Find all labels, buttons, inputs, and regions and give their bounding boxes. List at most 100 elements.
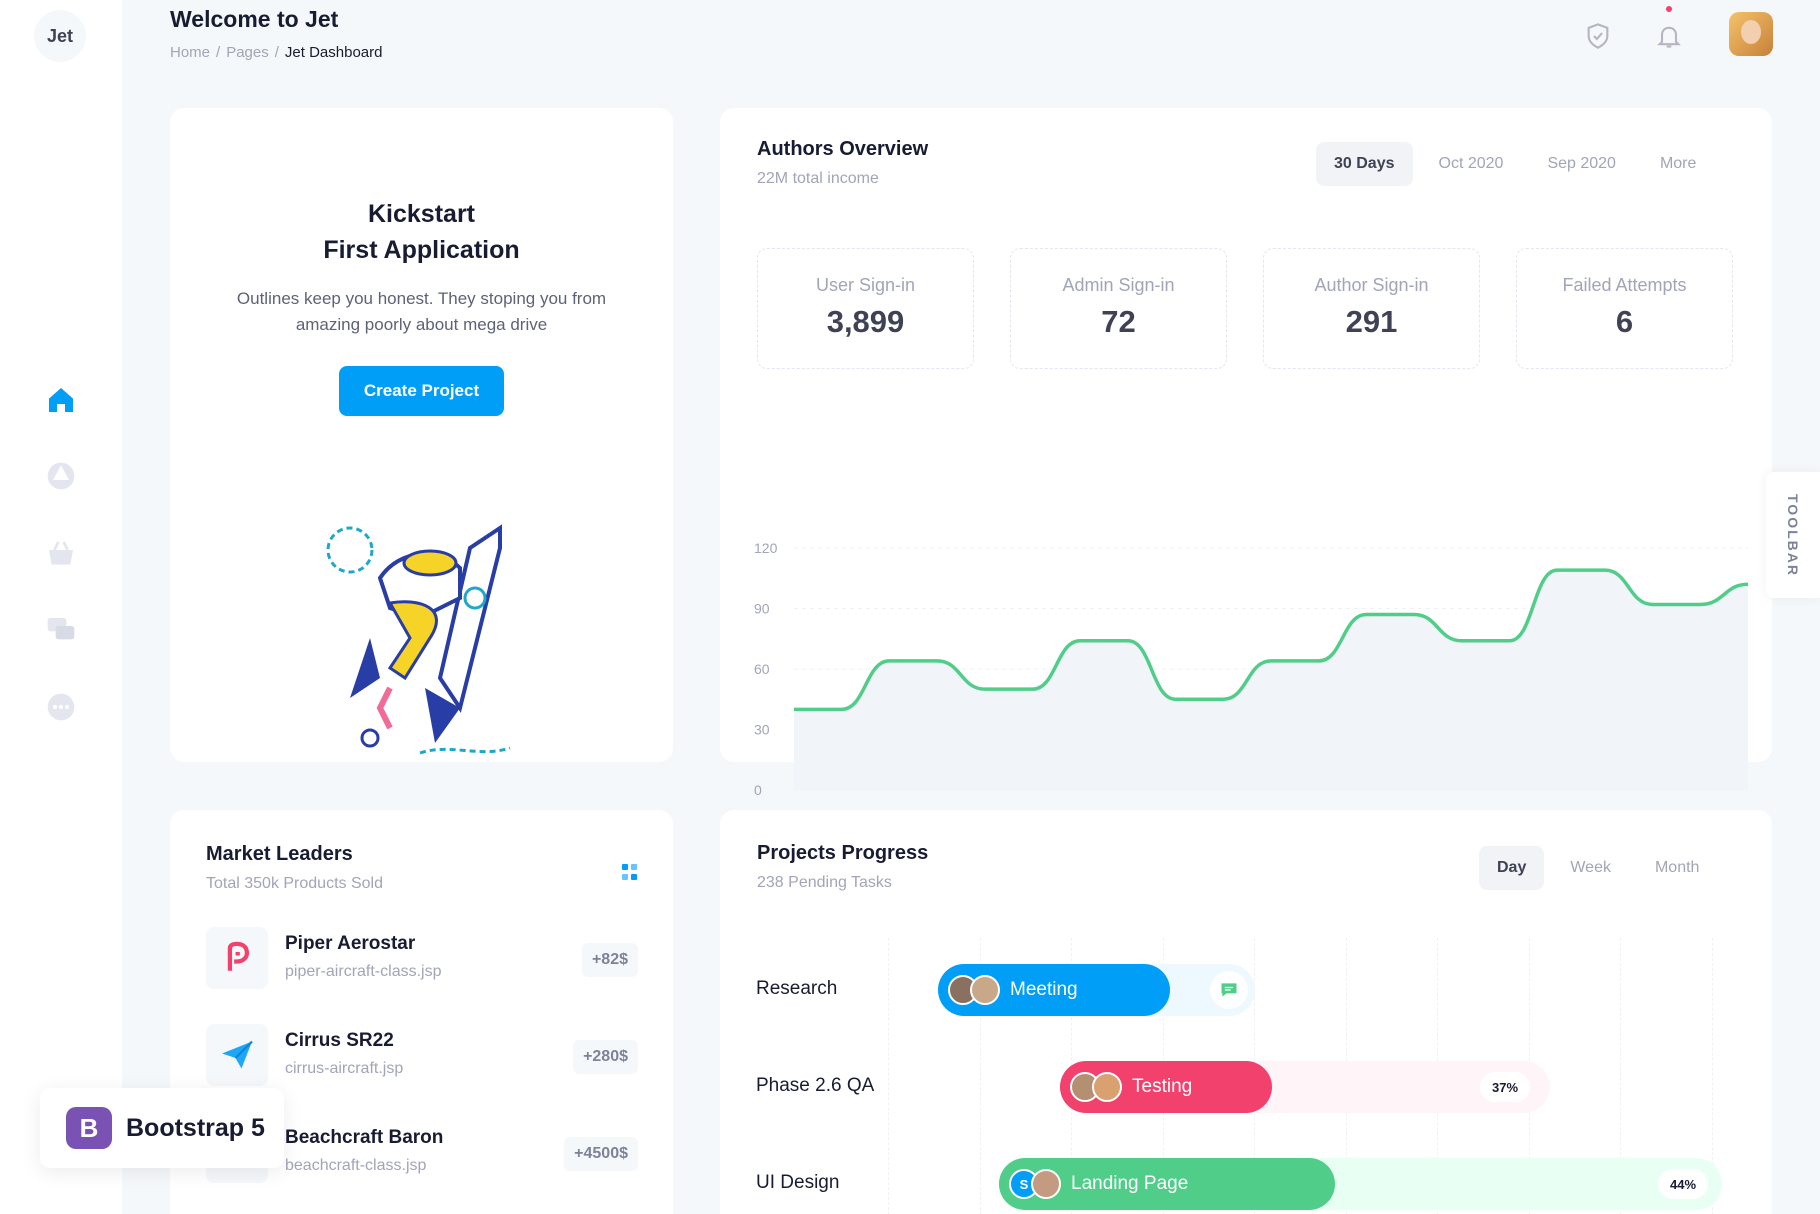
- tab-week[interactable]: Week: [1570, 859, 1611, 876]
- gantt-bar-testing[interactable]: Testing: [1060, 1061, 1272, 1113]
- paper-plane-icon: [206, 1024, 268, 1086]
- avatar-group: S: [1009, 1169, 1061, 1199]
- kickstart-description: Outlines keep you honest. They stoping y…: [236, 289, 607, 334]
- breadcrumb-home[interactable]: Home: [170, 44, 211, 61]
- item-file: beachcraft-class.jsp: [285, 1157, 427, 1174]
- item-value-badge: +280$: [573, 1040, 638, 1074]
- projects-tabs: Day Week Month: [1479, 846, 1717, 890]
- list-item[interactable]: Beachcraft Baron beachcraft-class.jsp +4…: [206, 1121, 638, 1183]
- avatar: [1031, 1169, 1061, 1199]
- tab-month[interactable]: Month: [1654, 859, 1700, 876]
- y-tick-label: 30: [754, 722, 770, 738]
- gantt-bar-label: Testing: [1132, 1076, 1193, 1097]
- stat-label: Admin Sign-in: [1062, 275, 1175, 295]
- y-tick-label: 0: [754, 782, 762, 798]
- gantt-bar-landing-page[interactable]: S Landing Page: [999, 1158, 1335, 1210]
- item-name: Beachcraft Baron: [285, 1127, 444, 1148]
- rocket-illustration-icon: [326, 524, 511, 755]
- notification-dot: [1666, 6, 1672, 12]
- item-value-badge: +82$: [581, 943, 638, 977]
- projects-title: Projects Progress: [757, 842, 929, 864]
- page-title: Welcome to Jet: [170, 6, 339, 32]
- gantt-gridline: [1620, 938, 1621, 1214]
- breadcrumb-separator: /: [216, 44, 221, 61]
- gantt-gridline: [888, 938, 889, 1214]
- stat-label: Author Sign-in: [1314, 275, 1429, 295]
- bootstrap-badge[interactable]: B Bootstrap 5: [40, 1088, 284, 1168]
- authors-subtitle: 22M total income: [757, 170, 879, 187]
- item-value-badge: +4500$: [564, 1137, 638, 1171]
- y-tick-label: 120: [754, 540, 778, 556]
- avatar: [970, 975, 1000, 1005]
- bell-icon[interactable]: [1651, 18, 1687, 54]
- y-tick-label: 90: [754, 601, 770, 617]
- kickstart-card: Kickstart First Application Outlines kee…: [170, 108, 673, 762]
- create-project-button[interactable]: Create Project: [339, 366, 504, 416]
- gantt-row-label: Phase 2.6 QA: [756, 1075, 875, 1096]
- authors-title: Authors Overview: [757, 138, 929, 160]
- chart-pie-icon[interactable]: [43, 458, 79, 494]
- item-file: cirrus-aircraft.jsp: [285, 1060, 404, 1077]
- basket-icon[interactable]: [43, 536, 79, 572]
- bootstrap-logo-icon: B: [66, 1107, 112, 1149]
- projects-progress-card: Projects Progress 238 Pending Tasks Day …: [720, 810, 1772, 1214]
- item-name: Piper Aerostar: [285, 933, 416, 954]
- list-item[interactable]: Piper Aerostar piper-aircraft-class.jsp …: [206, 927, 638, 989]
- list-item[interactable]: Cirrus SR22 cirrus-aircraft.jsp +280$: [206, 1024, 638, 1086]
- breadcrumb-separator: /: [274, 44, 279, 61]
- stat-author-signin: Author Sign-in 291: [1263, 248, 1480, 369]
- market-leaders-card: Market Leaders Total 350k Products Sold …: [170, 810, 673, 1214]
- avatar: [1092, 1072, 1122, 1102]
- tab-30-days[interactable]: 30 Days: [1316, 142, 1413, 186]
- tab-oct-2020[interactable]: Oct 2020: [1438, 155, 1504, 172]
- gantt-bar-label: Landing Page: [1071, 1173, 1189, 1194]
- chat-icon[interactable]: [43, 612, 79, 648]
- shield-icon[interactable]: [1580, 18, 1616, 54]
- gantt-row-label: Research: [756, 978, 838, 999]
- authors-overview-card: Authors Overview 22M total income 30 Day…: [720, 108, 1772, 830]
- progress-pill: 44%: [1658, 1169, 1709, 1199]
- gantt-bar-meeting[interactable]: Meeting: [938, 964, 1170, 1016]
- sidebar: Jet: [0, 0, 122, 1214]
- stat-value: 3,899: [826, 304, 905, 339]
- tab-more[interactable]: More: [1659, 155, 1697, 172]
- gantt-gridline: [1712, 938, 1713, 1214]
- piper-logo-icon: [206, 927, 268, 989]
- logo[interactable]: Jet: [34, 10, 86, 62]
- series-line: [793, 568, 1749, 712]
- stat-label: Failed Attempts: [1562, 275, 1687, 295]
- chat-icon[interactable]: [1210, 971, 1248, 1009]
- toolbar-toggle[interactable]: TOOLBAR: [1766, 472, 1820, 598]
- breadcrumb-current: Jet Dashboard: [284, 44, 383, 61]
- market-title: Market Leaders: [206, 843, 353, 865]
- home-icon[interactable]: [43, 382, 79, 418]
- user-avatar[interactable]: [1729, 12, 1773, 56]
- progress-pill: 37%: [1480, 1072, 1531, 1102]
- stat-failed-attempts: Failed Attempts 6: [1516, 248, 1733, 369]
- authors-tabs: 30 Days Oct 2020 Sep 2020 More: [1316, 142, 1714, 186]
- tab-day[interactable]: Day: [1479, 846, 1545, 890]
- avatar-group: [1070, 1072, 1122, 1102]
- stat-value: 72: [1101, 304, 1136, 339]
- stat-label: User Sign-in: [815, 275, 916, 295]
- breadcrumb: Home / Pages / Jet Dashboard: [170, 44, 382, 61]
- gantt-gridline: [980, 938, 981, 1214]
- y-tick-label: 60: [754, 661, 770, 677]
- avatar-group: [948, 975, 1000, 1005]
- stat-value: 6: [1615, 304, 1634, 339]
- tab-sep-2020[interactable]: Sep 2020: [1547, 155, 1616, 172]
- stat-user-signin: User Sign-in 3,899: [757, 248, 974, 369]
- kickstart-title-line2: First Application: [323, 236, 520, 264]
- breadcrumb-pages[interactable]: Pages: [226, 44, 269, 61]
- grid-menu-icon[interactable]: [622, 864, 638, 880]
- market-subtitle: Total 350k Products Sold: [206, 875, 383, 892]
- stat-admin-signin: Admin Sign-in 72: [1010, 248, 1227, 369]
- item-file: piper-aircraft-class.jsp: [285, 963, 442, 980]
- kickstart-title-line1: Kickstart: [368, 200, 475, 228]
- stat-value: 291: [1345, 304, 1398, 339]
- gantt-row-label: UI Design: [756, 1172, 840, 1193]
- toolbar-label: TOOLBAR: [1785, 493, 1801, 577]
- projects-subtitle: 238 Pending Tasks: [757, 874, 892, 891]
- gantt-bar-label: Meeting: [1010, 979, 1078, 1000]
- more-icon[interactable]: [43, 689, 79, 725]
